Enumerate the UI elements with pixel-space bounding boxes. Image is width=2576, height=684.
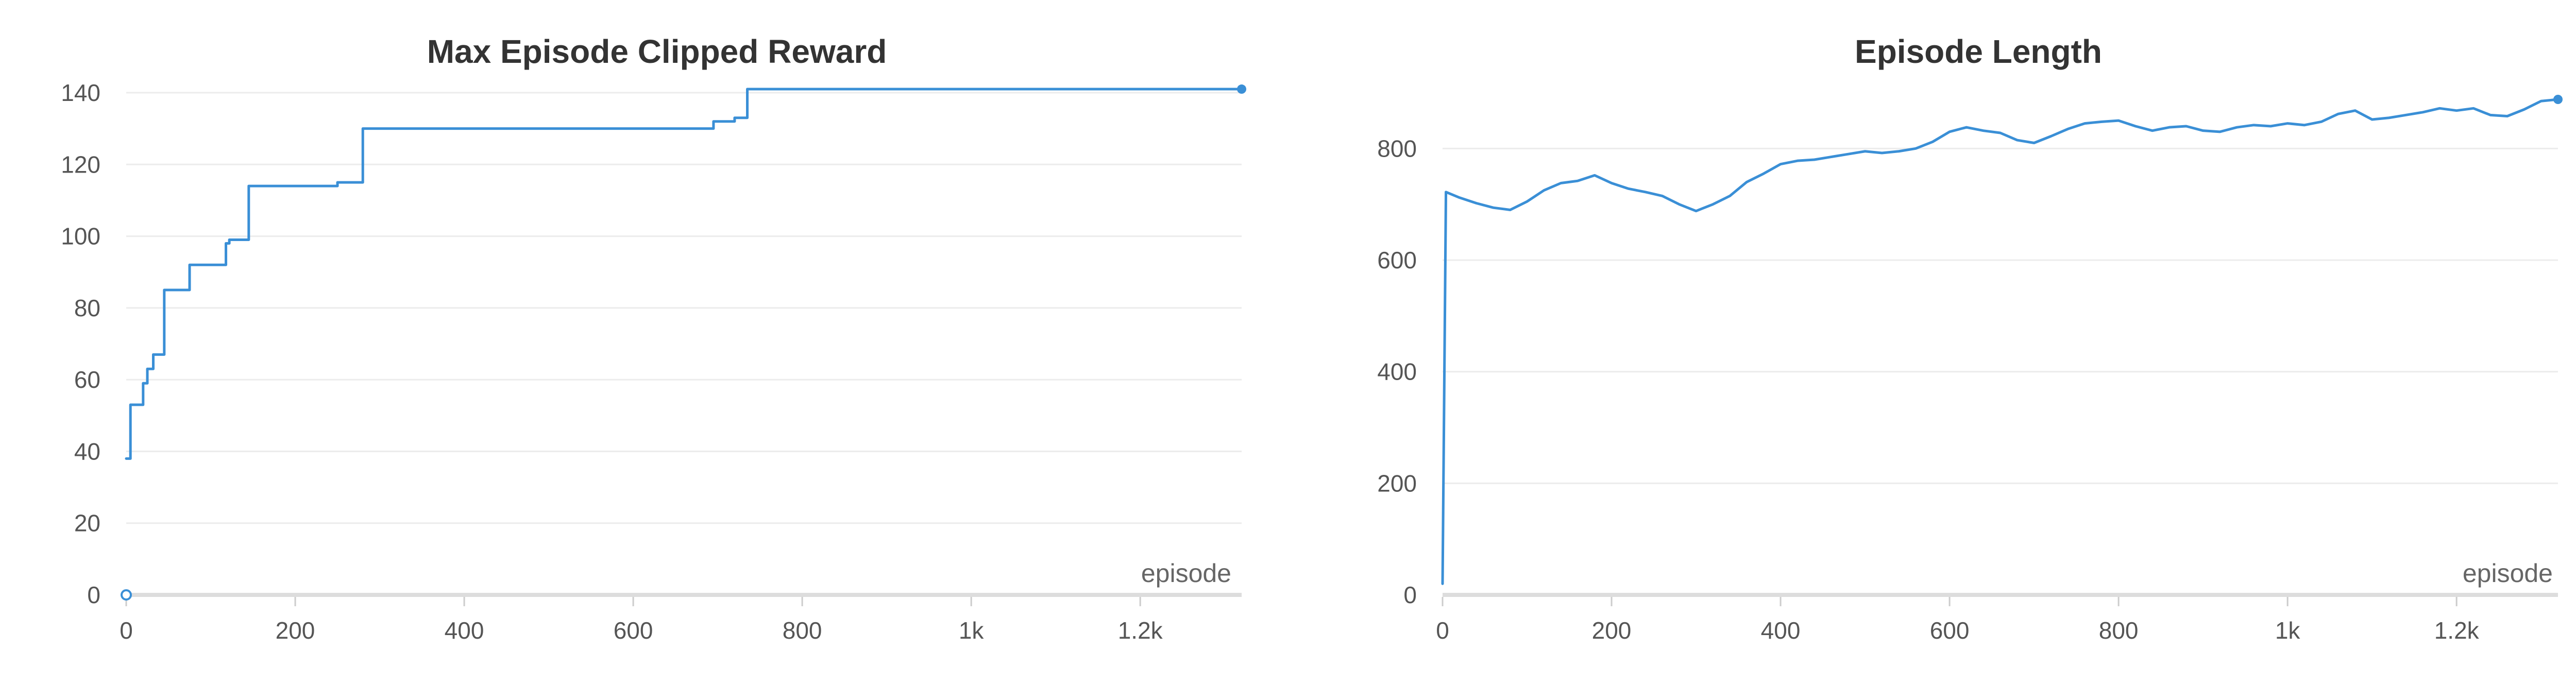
- series-line: [1441, 98, 2560, 585]
- chart-episode-length: Episode Length 0 200 400 600 800 0 200 400 600 8…: [1377, 33, 2563, 644]
- y-tick-label: 20: [74, 510, 100, 537]
- x-tick-label: 400: [445, 617, 484, 644]
- y-tick-label: 0: [1403, 582, 1417, 608]
- y-tick-label: 40: [74, 438, 100, 465]
- x-axis-label: episode: [2463, 559, 2553, 588]
- chart-title: Max Episode Clipped Reward: [427, 33, 887, 70]
- x-tick-label: 600: [614, 617, 653, 644]
- gridlines: [1443, 147, 2558, 597]
- x-tick-label: 200: [276, 617, 315, 644]
- x-tick-label: 1.2k: [1118, 617, 1163, 644]
- y-tick-label: 80: [74, 295, 100, 321]
- x-tick-labels: 0 200 400 600 800 1k 1.2k: [120, 597, 1163, 644]
- chart-max-episode-clipped-reward: Max Episode Clipped Reward 0 20 40 60 80 100 1…: [61, 33, 1246, 644]
- chart-title: Episode Length: [1855, 33, 2102, 70]
- y-tick-labels: 0 20 40 60 80 100 120 140: [61, 79, 100, 608]
- series-end-point: [1237, 84, 1246, 94]
- x-axis-label: episode: [1141, 559, 1231, 588]
- x-tick-label: 800: [783, 617, 822, 644]
- x-tick-label: 400: [1761, 617, 1801, 644]
- y-tick-label: 60: [74, 366, 100, 393]
- x-tick-label: 200: [1592, 617, 1632, 644]
- series-start-point: [121, 589, 132, 601]
- series-end-point: [2553, 95, 2563, 104]
- x-tick-label: 800: [2099, 617, 2139, 644]
- x-tick-label: 1.2k: [2434, 617, 2480, 644]
- x-tick-label: 1k: [959, 617, 985, 644]
- gridlines: [126, 92, 1242, 597]
- x-tick-label: 0: [1436, 617, 1449, 644]
- x-tick-label: 0: [120, 617, 133, 644]
- y-tick-label: 200: [1377, 470, 1417, 497]
- y-tick-label: 0: [87, 582, 100, 608]
- y-tick-label: 120: [61, 151, 100, 178]
- x-tick-label: 1k: [2275, 617, 2301, 644]
- y-tick-label: 600: [1377, 247, 1417, 273]
- y-tick-label: 800: [1377, 135, 1417, 162]
- y-tick-label: 140: [61, 79, 100, 106]
- series-lines: [1441, 95, 2563, 585]
- x-tick-label: 600: [1930, 617, 1970, 644]
- y-tick-label: 100: [61, 223, 100, 250]
- series-lines: [121, 84, 1246, 601]
- x-tick-labels: 0 200 400 600 800 1k 1.2k: [1436, 597, 2480, 644]
- series-line: [125, 88, 1243, 460]
- y-tick-labels: 0 200 400 600 800: [1377, 135, 1417, 608]
- y-tick-label: 400: [1377, 358, 1417, 385]
